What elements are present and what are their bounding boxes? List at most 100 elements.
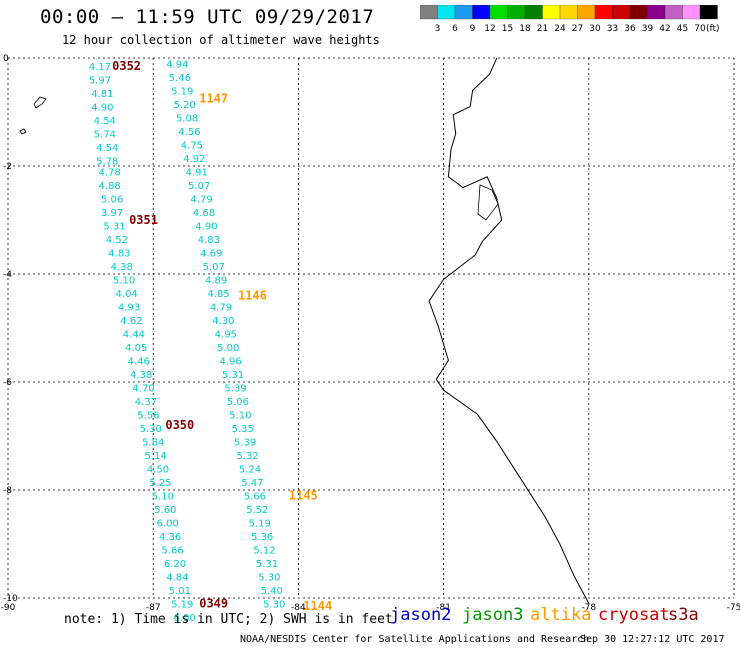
pass-time-label: 1146 — [238, 289, 267, 303]
wave-height-label: 4.75 — [181, 140, 203, 151]
y-tick-label: -4 — [3, 270, 12, 280]
wave-height-label: 4.89 — [205, 275, 227, 286]
legend-label: 18 — [519, 24, 531, 34]
legend-label: 6 — [452, 24, 458, 34]
y-tick-label: 0 — [3, 54, 9, 64]
wave-height-label: 5.06 — [101, 194, 123, 205]
wave-height-label: 5.01 — [169, 586, 191, 597]
wave-height-label: 4.90 — [195, 221, 217, 232]
legend-label: 3 — [435, 24, 441, 34]
island-outline — [19, 128, 27, 135]
wave-height-labels: 4.17 5.97 4.81 4.90 4.54 5.74 4.54 5.784.78 4.88… — [89, 59, 332, 624]
gulf-outline — [477, 184, 499, 221]
color-scale-legend: 3 6 9 12 15 18 21 24 27 30 33 36 39 42 45 70 (ft) — [420, 5, 720, 34]
wave-height-label: 5.00 — [217, 343, 239, 354]
pass-time-label: 0351 — [129, 213, 158, 227]
satellite-jason2: jason2 — [390, 605, 452, 625]
x-tick-label: -84 — [291, 603, 306, 613]
timestamp: Sep 30 12:27:12 UTC 2017 — [580, 634, 725, 645]
wave-height-label: 4.05 — [125, 343, 147, 354]
pass-time-label: 1145 — [289, 488, 318, 502]
wave-height-label: 5.10 — [113, 275, 135, 286]
legend-label: 24 — [554, 24, 566, 34]
wave-height-label: 5.19 — [171, 86, 193, 97]
wave-height-label: 4.62 — [120, 316, 142, 327]
wave-height-label: 4.95 — [215, 329, 237, 340]
wave-height-label: 4.54 — [96, 143, 118, 154]
wave-height-label: 4.79 — [210, 302, 232, 313]
footer-note: note: 1) Time is in UTC; 2) SWH is in fe… — [64, 612, 393, 627]
wave-height-label: 4.56 — [178, 127, 200, 138]
wave-height-label: 5.30 — [263, 599, 285, 610]
wave-height-label: 5.66 — [244, 491, 266, 502]
wave-height-label: 5.10 — [229, 410, 251, 421]
wave-height-label: 4.91 — [186, 167, 208, 178]
wave-height-label: 5.06 — [227, 397, 249, 408]
wave-height-label: 6.00 — [174, 613, 196, 624]
wave-height-label: 5.35 — [232, 424, 254, 435]
wave-height-label: 4.83 — [198, 235, 220, 246]
coastline-path — [428, 57, 590, 604]
island-outline — [33, 96, 47, 109]
wave-height-label: 5.07 — [188, 181, 210, 192]
wave-height-label: 4.83 — [108, 248, 130, 259]
wave-height-label: 5.36 — [251, 532, 273, 543]
wave-height-label: 5.24 — [239, 464, 261, 475]
wave-height-label: 4.36 — [159, 532, 181, 543]
legend-label: 12 — [484, 24, 495, 34]
wave-height-label: 4.54 — [94, 116, 116, 127]
wave-height-label: 5.39 — [234, 437, 256, 448]
wave-height-label: 5.47 — [241, 478, 263, 489]
y-tick-label: -8 — [3, 486, 12, 496]
legend-label: 21 — [537, 24, 548, 34]
y-tick-label: -6 — [3, 378, 12, 388]
legend-label: 42 — [659, 24, 670, 34]
y-tick-label: -2 — [3, 162, 12, 172]
pass-time-label: 0352 — [112, 59, 141, 73]
wave-height-label: 5.60 — [154, 505, 176, 516]
wave-height-label: 4.50 — [147, 464, 169, 475]
wave-height-label: 4.85 — [207, 289, 229, 300]
wave-height-label: 5.08 — [176, 113, 198, 124]
pass-time-label: 0349 — [199, 596, 228, 610]
wave-height-label: 5.12 — [253, 545, 275, 556]
map-title: 00:00 – 11:59 UTC 09/29/2017 — [40, 6, 375, 28]
wave-height-label: 4.44 — [123, 329, 145, 340]
wave-height-label: 4.70 — [132, 383, 154, 394]
wave-height-label: 5.30 — [140, 424, 162, 435]
satellite-altika: altika — [530, 605, 592, 625]
wave-height-label: 5.07 — [203, 262, 225, 273]
legend-label: 27 — [572, 24, 583, 34]
wave-height-label: 4.38 — [111, 262, 133, 273]
wave-height-label: 4.46 — [128, 356, 150, 367]
wave-height-label: 6.00 — [157, 518, 179, 529]
wave-height-label: 4.84 — [166, 572, 188, 583]
satellite-cryosat: cryosat — [598, 605, 670, 625]
wave-height-label: 5.74 — [94, 130, 116, 141]
legend-label: 70 — [694, 24, 706, 34]
legend-label: 36 — [624, 24, 636, 34]
wave-height-label: 4.96 — [220, 356, 242, 367]
x-tick-label: -75 — [727, 603, 740, 613]
wave-height-label: 5.78 — [96, 157, 118, 168]
pass-time-label: 1144 — [303, 599, 332, 613]
wave-height-label: 5.20 — [174, 100, 196, 111]
wave-height-label: 5.10 — [152, 491, 174, 502]
legend-label: 45 — [677, 24, 688, 34]
wave-height-label: 4.52 — [106, 235, 128, 246]
wave-height-label: 4.90 — [91, 103, 113, 114]
legend-label: 33 — [607, 24, 618, 34]
wave-height-label: 5.56 — [137, 410, 159, 421]
wave-height-label: 3.97 — [101, 208, 123, 219]
legend-label: 39 — [642, 24, 654, 34]
wave-height-label: 5.46 — [169, 73, 191, 84]
wave-height-label: 5.52 — [246, 505, 268, 516]
x-tick-label: -81 — [436, 603, 451, 613]
wave-height-label: 5.32 — [236, 451, 258, 462]
map-subtitle: 12 hour collection of altimeter wave hei… — [62, 33, 380, 47]
wave-height-label: 5.84 — [142, 437, 164, 448]
wave-height-label: 5.40 — [261, 586, 283, 597]
y-tick-label: -10 — [3, 594, 18, 604]
credit-line: NOAA/NESDIS Center for Satellite Applica… — [240, 634, 590, 645]
pass-time-label: 0350 — [165, 418, 194, 432]
